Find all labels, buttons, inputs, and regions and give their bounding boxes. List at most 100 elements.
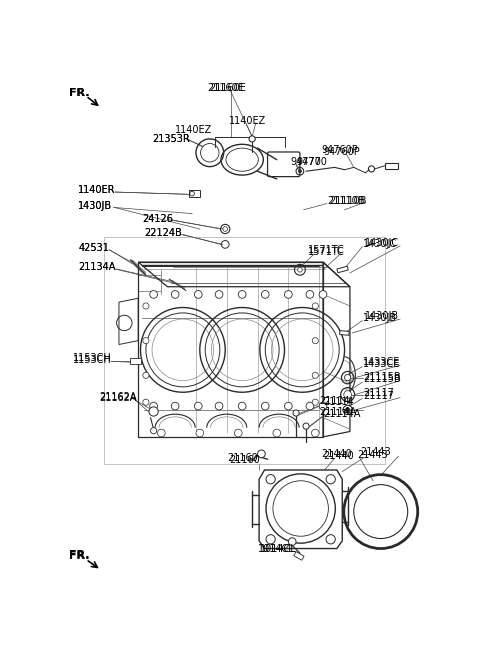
Circle shape [143,303,149,309]
Text: 21114: 21114 [323,397,354,407]
Circle shape [288,538,296,545]
Text: 1153CH: 1153CH [73,353,111,363]
Circle shape [171,290,179,298]
Text: 1433CE: 1433CE [363,357,400,367]
Circle shape [150,290,157,298]
Bar [384,163,398,169]
Text: 1014CL: 1014CL [258,543,294,554]
Text: FR.: FR. [69,550,89,560]
Circle shape [131,359,135,364]
Text: 21110B: 21110B [329,196,367,206]
Text: 1430JC: 1430JC [363,239,397,250]
Circle shape [344,391,351,398]
Text: 21114A: 21114A [323,409,360,419]
Text: 1430JB: 1430JB [363,313,397,323]
Text: 21443: 21443 [360,447,391,457]
Circle shape [194,402,202,410]
Text: 24126: 24126 [142,214,173,224]
Circle shape [238,290,246,298]
Text: 21353R: 21353R [152,134,190,144]
Circle shape [306,402,314,410]
Circle shape [326,474,336,484]
Text: 1430JB: 1430JB [365,311,399,321]
Text: 1140ER: 1140ER [78,185,116,196]
Text: 42531: 42531 [78,243,109,253]
Circle shape [312,338,318,344]
Circle shape [303,423,309,429]
Circle shape [266,535,275,544]
Bar [130,358,141,364]
Text: 1430JC: 1430JC [365,238,399,248]
Circle shape [150,402,157,410]
Circle shape [196,429,204,437]
Text: FR.: FR. [69,87,89,98]
Text: 1430JB: 1430JB [78,201,112,211]
Circle shape [149,407,158,416]
Text: 21117: 21117 [363,388,394,398]
Text: 21134A: 21134A [78,263,116,273]
Circle shape [345,407,350,412]
Text: FR.: FR. [69,87,89,98]
Text: 21353R: 21353R [152,134,190,144]
Text: 1140ER: 1140ER [78,185,116,196]
Circle shape [273,429,281,437]
Circle shape [312,303,318,309]
Circle shape [312,429,319,437]
Circle shape [319,290,327,298]
Circle shape [215,402,223,410]
Circle shape [143,338,149,344]
Circle shape [312,399,318,405]
Text: 1433CE: 1433CE [363,359,400,369]
Text: 21110B: 21110B [327,196,364,206]
Circle shape [143,373,149,378]
Text: 21160: 21160 [229,455,260,465]
Circle shape [299,170,301,173]
Text: FR.: FR. [69,551,89,561]
Circle shape [262,402,269,410]
Circle shape [190,191,194,196]
Text: 1430JB: 1430JB [78,201,112,211]
Circle shape [266,474,275,484]
Text: 21160E: 21160E [207,83,244,93]
Text: 21134A: 21134A [78,263,116,273]
Text: 21115B: 21115B [363,372,401,382]
Circle shape [262,290,269,298]
Circle shape [249,136,255,142]
Circle shape [306,290,314,298]
Circle shape [143,399,149,405]
Bar [340,330,349,335]
Text: 22124B: 22124B [144,228,182,238]
Text: 42531: 42531 [78,243,109,253]
Text: 24126: 24126 [142,214,173,224]
Circle shape [312,373,318,378]
Text: 21162A: 21162A [100,392,137,402]
Text: 1140EZ: 1140EZ [229,116,266,126]
Text: 1140EZ: 1140EZ [175,125,213,135]
Circle shape [234,429,242,437]
Text: 1571TC: 1571TC [308,245,344,255]
Circle shape [285,402,292,410]
Circle shape [194,290,202,298]
Circle shape [319,402,327,410]
Text: 21440: 21440 [323,451,354,461]
Circle shape [223,227,228,231]
Text: 94770: 94770 [296,157,327,167]
Circle shape [345,374,351,380]
Text: 1014CL: 1014CL [260,543,297,554]
Text: 21115B: 21115B [363,374,401,384]
Circle shape [343,405,352,415]
Circle shape [151,428,156,434]
Text: 21443: 21443 [358,449,388,460]
Circle shape [171,402,179,410]
Bar [294,552,304,560]
Text: 22124B: 22124B [144,228,182,238]
Text: 1153CH: 1153CH [73,355,111,365]
Bar [337,266,348,273]
Text: 1571TC: 1571TC [308,247,344,257]
Circle shape [258,450,265,458]
Bar [189,191,200,196]
Circle shape [285,290,292,298]
Text: 21114: 21114 [319,396,350,406]
Text: 94760P: 94760P [322,145,358,156]
Circle shape [298,267,302,272]
